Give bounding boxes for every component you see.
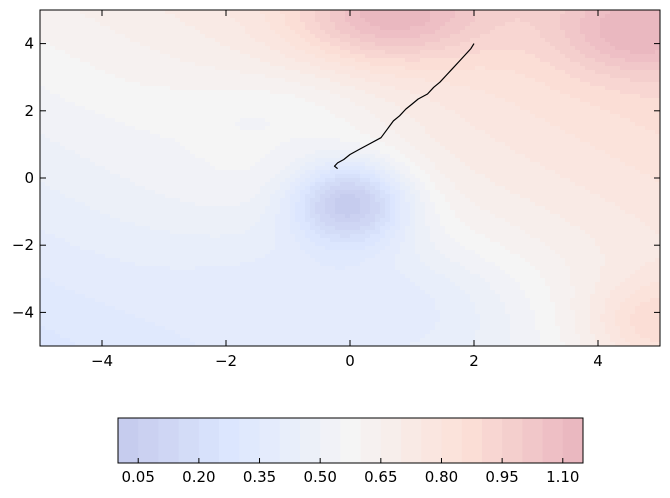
- path-layer: [333, 43, 475, 170]
- y-tick-label: 0: [24, 169, 34, 187]
- colorbar: 0.05 0.20 0.35 0.50 0.65 0.80 0.95 1.10: [117, 417, 584, 486]
- x-tick-label: 4: [593, 352, 603, 370]
- colorbar-cell: [320, 418, 341, 463]
- colorbar-cell: [421, 418, 442, 463]
- trajectory-line: [333, 43, 475, 170]
- plot-area: −4 −2 0 2 4 −4 −2 0 2 4: [12, 9, 661, 370]
- colorbar-tick-label: 0.80: [425, 468, 458, 486]
- colorbar-tick-label: 0.50: [303, 468, 336, 486]
- x-tick-label: 2: [469, 352, 479, 370]
- colorbar-cell: [279, 418, 301, 463]
- colorbar-cell: [178, 418, 200, 463]
- colorbar-cell: [259, 418, 281, 463]
- colorbar-cell: [461, 418, 483, 463]
- colorbar-cell: [441, 418, 463, 463]
- colorbar-tick-label: 0.65: [364, 468, 397, 486]
- colorbar-cell: [522, 418, 544, 463]
- colorbar-tick-label: 0.20: [182, 468, 215, 486]
- colorbar-tick-label: 1.10: [546, 468, 579, 486]
- colorbar-cell: [562, 418, 584, 463]
- x-tick-label: −4: [91, 352, 113, 370]
- colorbar-cell: [340, 418, 362, 463]
- colorbar-tick-label: 0.05: [122, 468, 155, 486]
- colorbar-cell: [118, 418, 139, 463]
- x-axis: −4 −2 0 2 4: [91, 10, 603, 370]
- colorbar-cell: [542, 418, 564, 463]
- x-tick-label: −2: [215, 352, 237, 370]
- contour-fill: [40, 10, 660, 346]
- colorbar-cell: [198, 418, 220, 463]
- colorbar-cell: [502, 418, 523, 463]
- colorbar-cell: [360, 418, 382, 463]
- colorbar-cell: [299, 418, 321, 463]
- y-tick-label: −4: [12, 303, 34, 321]
- x-tick-label: 0: [345, 352, 355, 370]
- colorbar-cell: [138, 418, 159, 463]
- y-tick-label: −2: [12, 236, 34, 254]
- y-tick-label: 2: [24, 102, 34, 120]
- y-tick-label: 4: [24, 35, 34, 53]
- colorbar-cell: [380, 418, 402, 463]
- colorbar-tick-label: 0.35: [243, 468, 276, 486]
- colorbar-cell: [239, 418, 261, 463]
- colorbar-cell: [158, 418, 180, 463]
- y-axis: −4 −2 0 2 4: [12, 35, 660, 321]
- colorbar-cell: [481, 418, 503, 463]
- colorbar-frame: [117, 417, 584, 464]
- colorbar-tick-label: 0.95: [485, 468, 518, 486]
- colorbar-cell: [219, 418, 240, 463]
- colorbar-cell: [401, 418, 422, 463]
